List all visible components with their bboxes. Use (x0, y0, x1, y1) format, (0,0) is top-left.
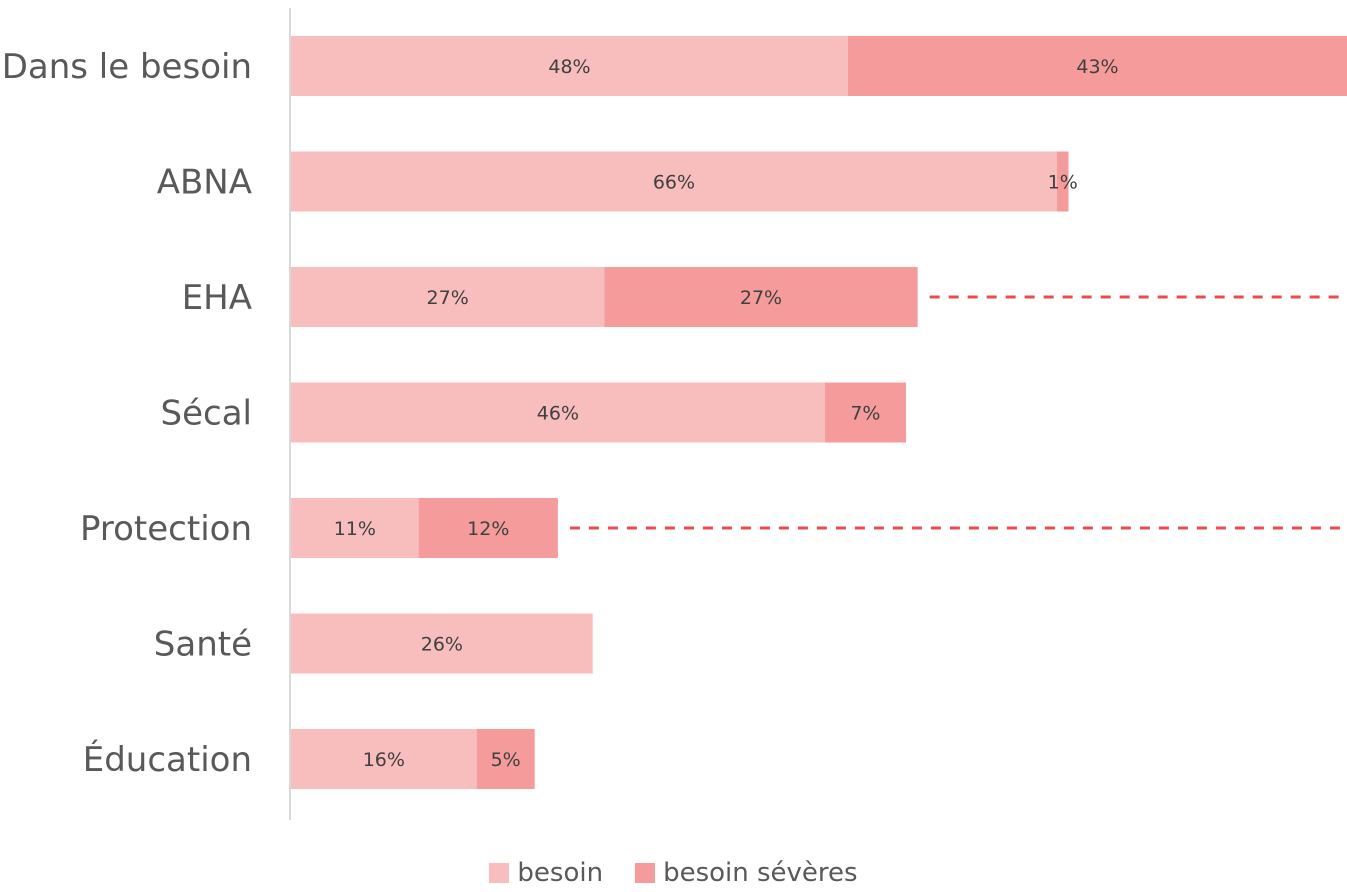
data-label-dans-le-besoin-series-0: 48% (548, 56, 590, 78)
bar-abna-series-0 (291, 151, 1057, 212)
data-label-sante-series-0: 26% (421, 634, 463, 656)
legend: besoin besoin sévères (0, 858, 1347, 888)
bar-protection-series-1 (418, 498, 558, 558)
category-label-protection: Protection (80, 509, 252, 549)
category-label-abna: ABNA (157, 163, 252, 203)
legend-swatch-besoin (489, 863, 510, 883)
legend-item-besoin: besoin (489, 858, 603, 888)
bar-dans-le-besoin-series-1 (848, 36, 1347, 96)
data-label-education-series-0: 16% (363, 749, 405, 771)
data-label-secal-series-0: 46% (537, 403, 579, 425)
legend-swatch-besoin-severes (635, 863, 656, 883)
category-label-dans-le-besoin: Dans le besoin (2, 47, 252, 87)
bar-eha-series-1 (604, 267, 918, 327)
bar-secal-series-0 (291, 382, 825, 443)
category-label-education: Éducation (83, 739, 252, 780)
legend-label-besoin-severes: besoin sévères (663, 858, 858, 888)
data-label-dans-le-besoin-series-1: 43% (1076, 56, 1118, 78)
category-label-sante: Santé (154, 625, 252, 665)
legend-item-besoin-severes: besoin sévères (635, 858, 858, 888)
bar-sante-series-0 (291, 613, 593, 674)
data-label-abna-series-0: 66% (653, 172, 695, 194)
data-label-eha-series-1: 27% (740, 287, 782, 309)
bar-abna-series-1 (1056, 151, 1069, 212)
data-label-abna-series-1: 1% (1048, 172, 1078, 194)
category-label-secal: Sécal (161, 394, 252, 434)
data-label-protection-series-1: 12% (467, 518, 509, 540)
bar-education-series-1 (476, 729, 535, 789)
bar-eha-series-0 (291, 267, 605, 327)
bar-secal-series-1 (824, 382, 907, 443)
legend-label-besoin: besoin (517, 858, 604, 888)
data-label-education-series-1: 5% (491, 749, 521, 771)
bar-dans-le-besoin-series-0 (291, 36, 849, 96)
data-label-eha-series-0: 27% (427, 287, 469, 309)
category-label-eha: EHA (182, 278, 252, 318)
bar-education-series-0 (291, 729, 477, 789)
data-label-secal-series-1: 7% (850, 403, 880, 425)
data-label-protection-series-0: 11% (334, 518, 376, 540)
bar-protection-series-0 (291, 498, 419, 558)
